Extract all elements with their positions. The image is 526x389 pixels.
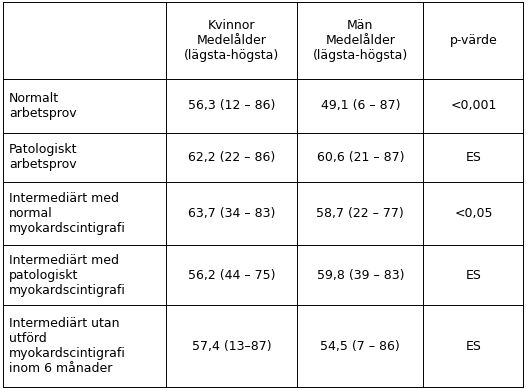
- Text: 49,1 (6 – 87): 49,1 (6 – 87): [320, 99, 400, 112]
- Text: 56,3 (12 – 86): 56,3 (12 – 86): [188, 99, 275, 112]
- Text: ES: ES: [466, 151, 481, 164]
- Text: Kvinnor
Medelålder
(lägsta-högsta): Kvinnor Medelålder (lägsta-högsta): [184, 19, 279, 62]
- Text: Intermediärt utan
utförd
myokardscintigrafi
inom 6 månader: Intermediärt utan utförd myokardscintigr…: [9, 317, 126, 375]
- Text: Normalt
arbetsprov: Normalt arbetsprov: [9, 92, 77, 120]
- Text: Intermediärt med
patologiskt
myokardscintigrafi: Intermediärt med patologiskt myokardscin…: [9, 254, 126, 296]
- Text: 54,5 (7 – 86): 54,5 (7 – 86): [320, 340, 400, 353]
- Text: Intermediärt med
normal
myokardscintigrafi: Intermediärt med normal myokardscintigra…: [9, 192, 126, 235]
- Text: <0,05: <0,05: [454, 207, 493, 220]
- Text: 59,8 (39 – 83): 59,8 (39 – 83): [317, 268, 404, 282]
- Text: Män
Medelålder
(lägsta-högsta): Män Medelålder (lägsta-högsta): [312, 19, 408, 62]
- Text: 62,2 (22 – 86): 62,2 (22 – 86): [188, 151, 275, 164]
- Text: <0,001: <0,001: [450, 99, 497, 112]
- Text: p-värde: p-värde: [450, 34, 497, 47]
- Text: 60,6 (21 – 87): 60,6 (21 – 87): [317, 151, 404, 164]
- Text: 56,2 (44 – 75): 56,2 (44 – 75): [188, 268, 275, 282]
- Text: 63,7 (34 – 83): 63,7 (34 – 83): [188, 207, 275, 220]
- Text: ES: ES: [466, 268, 481, 282]
- Text: 57,4 (13–87): 57,4 (13–87): [191, 340, 271, 353]
- Text: 58,7 (22 – 77): 58,7 (22 – 77): [317, 207, 404, 220]
- Text: Patologiskt
arbetsprov: Patologiskt arbetsprov: [9, 143, 77, 171]
- Text: ES: ES: [466, 340, 481, 353]
